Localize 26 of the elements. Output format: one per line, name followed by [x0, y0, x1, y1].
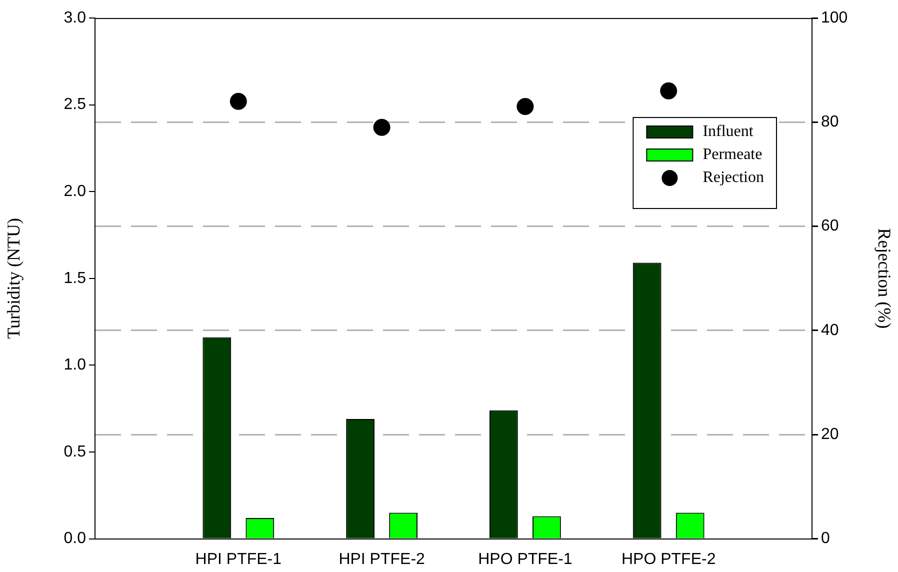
legend-label: Influent [702, 123, 754, 140]
y-tick-label: 1.5 [64, 270, 86, 287]
point [230, 92, 247, 110]
y2-tick-label: 20 [821, 426, 839, 444]
y2-tick-label: 80 [821, 114, 839, 131]
y-tick-label: 1.0 [64, 356, 86, 374]
legend-label: Rejection [702, 169, 764, 186]
x-tick-label: HPO PTFE-2 [621, 550, 716, 568]
y-tick-label: 2.0 [64, 183, 86, 200]
point [373, 118, 390, 136]
y-tick-label: 3.0 [64, 9, 86, 26]
legend-label: Permeate [702, 146, 762, 164]
x-tick-label: HPI PTFE-1 [195, 550, 282, 568]
y2-tick-label: 40 [821, 322, 839, 339]
point [516, 98, 534, 116]
y-axis-title: Turbidity (NTU) [4, 218, 24, 339]
y2-axis-title: Rejection (%) [874, 228, 894, 329]
y-tick-label: 0.5 [64, 443, 86, 460]
x-tick-label: HPO PTFE-1 [478, 550, 572, 568]
y2-tick-label: 100 [821, 9, 848, 26]
point [660, 82, 678, 100]
y2-tick-label: 60 [821, 218, 839, 235]
y-tick-label: 0.0 [64, 530, 86, 548]
y2-tick-label: 0 [821, 530, 830, 548]
y-tick-label: 2.5 [64, 96, 86, 114]
x-tick-label: HPI PTFE-2 [338, 550, 426, 568]
